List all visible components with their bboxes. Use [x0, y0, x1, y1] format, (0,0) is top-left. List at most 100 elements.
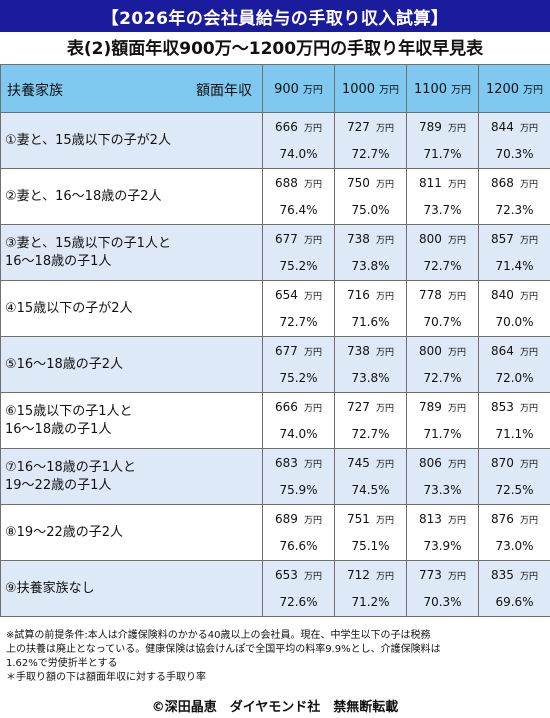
amount-number: 654: [275, 287, 298, 302]
take-home-amount: 853 万円: [479, 395, 550, 422]
take-home-amount: 666 万円: [263, 395, 334, 422]
footnote-line: 1.62%で労使折半とする: [6, 658, 118, 669]
row-label-line: ③妻と、15歳以下の子1人と: [5, 235, 171, 251]
take-home-rate: 72.5%: [495, 482, 534, 497]
column-header-unit: 万円: [523, 84, 544, 96]
row-label-line: ⑧19～22歳の子2人: [5, 524, 124, 540]
amount-header-label: 額面年収: [196, 83, 252, 99]
take-home-amount: 654 万円: [263, 283, 334, 310]
take-home-rate: 75.2%: [279, 370, 318, 385]
value-cell: 712 万円 71.2%: [334, 560, 407, 617]
take-home-rate: 75.0%: [351, 202, 390, 217]
amount-number: 727: [347, 399, 370, 414]
column-header-value: 1000: [341, 81, 376, 97]
amount-unit: 万円: [375, 571, 394, 582]
amount-number: 666: [275, 399, 298, 414]
amount-number: 666: [275, 119, 298, 134]
footnote-line: 上の扶養は廃止となっている。健康保険は協会けんぽで全国平均の料率9.9%とし、介…: [6, 644, 441, 655]
take-home-rate: 71.1%: [495, 426, 534, 441]
value-cell: 688 万円 76.4%: [262, 168, 335, 225]
amount-unit: 万円: [303, 403, 322, 414]
column-header-unit: 万円: [379, 84, 400, 96]
value-cell: 666 万円 74.0%: [262, 392, 335, 449]
take-home-rate: 73.8%: [351, 258, 390, 273]
row-label-line: ⑨扶養家族なし: [5, 580, 95, 596]
take-home-amount: 677 万円: [263, 339, 334, 366]
banner-title: 【2026年の会社員給与の手取り収入試算】: [0, 0, 550, 32]
row-label: ①妻と、15歳以下の子が2人: [0, 112, 263, 169]
amount-unit: 万円: [519, 571, 538, 582]
amount-number: 857: [491, 231, 514, 246]
row-label: ⑧19～22歳の子2人: [0, 504, 263, 561]
amount-unit: 万円: [375, 179, 394, 190]
amount-unit: 万円: [447, 459, 466, 470]
amount-number: 688: [275, 175, 298, 190]
row-label: ③妻と、15歳以下の子1人と 16～18歳の子1人: [0, 224, 263, 281]
row-label: ②妻と、16～18歳の子2人: [0, 168, 263, 225]
amount-unit: 万円: [375, 347, 394, 358]
take-home-amount: 745 万円: [335, 451, 406, 478]
take-home-rate: 71.7%: [423, 146, 462, 161]
take-home-amount: 688 万円: [263, 171, 334, 198]
amount-unit: 万円: [303, 291, 322, 302]
footnotes: ※試算の前提条件:本人は介護保険料のかかる40歳以上の会社員。現在、中学生以下の…: [6, 629, 546, 685]
amount-number: 683: [275, 455, 298, 470]
amount-unit: 万円: [519, 515, 538, 526]
take-home-amount: 868 万円: [479, 171, 550, 198]
take-home-amount: 677 万円: [263, 227, 334, 254]
take-home-amount: 727 万円: [335, 115, 406, 142]
amount-number: 840: [491, 287, 514, 302]
take-home-amount: 813 万円: [407, 507, 478, 534]
table-row: ④15歳以下の子が2人 654 万円 72.7% 716 万円 71.6% 778 万円 70.7…: [0, 280, 550, 337]
take-home-rate: 72.7%: [423, 258, 462, 273]
amount-number: 800: [419, 231, 442, 246]
row-label-line: ⑦16～18歳の子1人と: [5, 459, 137, 475]
value-cell: 683 万円 75.9%: [262, 448, 335, 505]
footnote-line: ＊手取り額の下は額面年収に対する手取り率: [6, 672, 206, 683]
value-cell: 868 万円 72.3%: [478, 168, 550, 225]
take-home-rate: 73.7%: [423, 202, 462, 217]
value-cell: 800 万円 72.7%: [406, 224, 479, 281]
take-home-amount: 789 万円: [407, 395, 478, 422]
take-home-rate: 72.7%: [423, 370, 462, 385]
amount-unit: 万円: [447, 179, 466, 190]
amount-unit: 万円: [303, 347, 322, 358]
amount-unit: 万円: [375, 515, 394, 526]
take-home-rate: 74.0%: [279, 146, 318, 161]
column-header-unit: 万円: [302, 84, 323, 96]
amount-number: 677: [275, 343, 298, 358]
table-row: ⑨扶養家族なし 653 万円 72.6% 712 万円 71.2% 773 万円 70.3% 835…: [0, 560, 550, 617]
take-home-rate: 75.2%: [279, 258, 318, 273]
table-row: ②妻と、16～18歳の子2人 688 万円 76.4% 750 万円 75.0% 811 万円 7…: [0, 168, 550, 225]
take-home-amount: 738 万円: [335, 339, 406, 366]
amount-unit: 万円: [375, 459, 394, 470]
table-row: ⑦16～18歳の子1人と 19～22歳の子1人 683 万円 75.9% 745 万円 74.…: [0, 448, 550, 505]
row-label-line: ⑤16～18歳の子2人: [5, 356, 124, 372]
amount-unit: 万円: [519, 347, 538, 358]
take-home-amount: 738 万円: [335, 227, 406, 254]
row-label-line: 19～22歳の子1人: [5, 477, 112, 493]
value-cell: 789 万円 71.7%: [406, 112, 479, 169]
header-corner: 扶養家族 額面年収: [0, 64, 263, 113]
take-home-rate: 70.3%: [495, 146, 534, 161]
amount-number: 813: [419, 511, 442, 526]
amount-number: 773: [419, 567, 442, 582]
amount-number: 716: [347, 287, 370, 302]
table-title: 表(2)額面年収900万～1200万円の手取り年収早見表: [66, 39, 484, 59]
amount-number: 712: [347, 567, 370, 582]
amount-unit: 万円: [519, 123, 538, 134]
take-home-amount: 876 万円: [479, 507, 550, 534]
amount-number: 800: [419, 343, 442, 358]
amount-unit: 万円: [447, 403, 466, 414]
take-home-amount: 800 万円: [407, 339, 478, 366]
amount-number: 727: [347, 119, 370, 134]
take-home-amount: 800 万円: [407, 227, 478, 254]
take-home-amount: 716 万円: [335, 283, 406, 310]
take-home-rate: 71.4%: [495, 258, 534, 273]
row-label-line: ①妻と、15歳以下の子が2人: [5, 132, 171, 148]
amount-number: 789: [419, 399, 442, 414]
take-home-amount: 835 万円: [479, 563, 550, 590]
value-cell: 813 万円 73.9%: [406, 504, 479, 561]
row-label-line: 16～18歳の子1人: [5, 253, 112, 269]
table-row: ⑤16～18歳の子2人 677 万円 75.2% 738 万円 73.8% 800 万円 72.7…: [0, 336, 550, 393]
